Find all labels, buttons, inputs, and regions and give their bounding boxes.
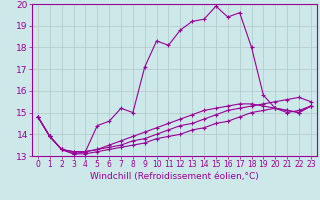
- X-axis label: Windchill (Refroidissement éolien,°C): Windchill (Refroidissement éolien,°C): [90, 172, 259, 181]
